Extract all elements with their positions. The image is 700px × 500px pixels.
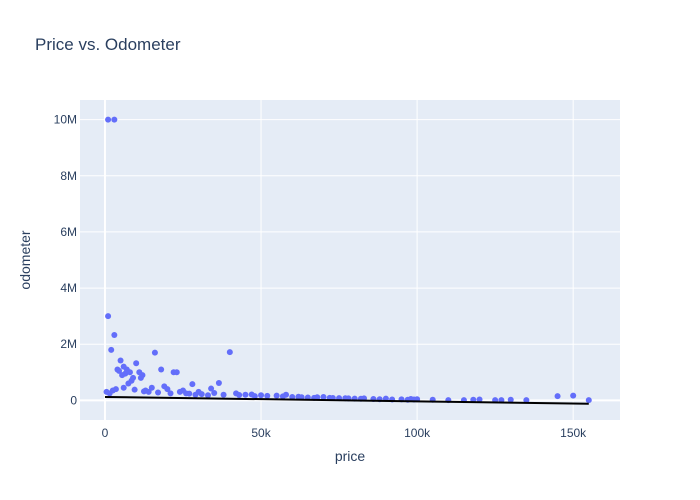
chart-title: Price vs. Odometer [35,35,181,54]
data-point [105,116,112,123]
x-tick-label: 100k [404,426,431,440]
y-axis-title: odometer [17,230,33,289]
x-tick-label: 150k [560,426,587,440]
data-point [133,360,140,367]
data-point [148,384,155,391]
data-point [105,313,112,320]
data-point [192,391,199,398]
data-point [111,331,118,338]
y-tick-label: 10M [54,113,77,127]
data-point [112,386,119,393]
data-point [186,390,193,397]
data-point [176,388,183,395]
data-point [140,388,147,395]
data-point [167,390,174,397]
data-point [507,396,514,403]
data-point [128,377,135,384]
data-point [204,392,211,399]
data-point [122,370,129,377]
data-point [242,391,249,398]
data-point [155,389,162,396]
data-point [476,396,483,403]
data-point [248,391,255,398]
data-point [220,391,227,398]
x-axis-title: price [335,448,366,464]
grid-lines [80,100,620,420]
data-point [173,369,180,376]
data-point [164,386,171,393]
data-point [116,367,123,374]
data-point [320,393,327,400]
data-point [289,393,296,400]
data-point [158,366,165,373]
data-point [236,392,243,399]
data-point [117,357,124,364]
x-tick-label: 0 [102,426,109,440]
y-tick-label: 6M [60,225,77,239]
y-tick-label: 2M [60,337,77,351]
data-point [151,349,158,356]
data-point [258,392,265,399]
data-point [264,392,271,399]
plot-area [80,100,620,420]
y-tick-label: 4M [60,281,77,295]
data-point [131,386,138,393]
data-point [279,393,286,400]
data-point [570,392,577,399]
data-point [523,397,530,404]
data-point [108,346,115,353]
data-point [120,384,127,391]
data-point [554,393,561,400]
data-point [126,369,133,376]
data-point [189,381,196,388]
trend-line-group [104,395,589,405]
y-tick-label: 8M [60,169,77,183]
data-point [208,385,215,392]
data-point [585,397,592,404]
data-point [137,374,144,381]
data-point [211,390,218,397]
data-point [273,392,280,399]
trend-line [104,395,589,405]
y-tick-label: 0 [70,393,77,407]
data-point [198,391,205,398]
data-point [111,116,118,123]
tick-labels: 0 50k 100k 150k 0 2M 4M 6M 8M 10M [54,113,588,440]
data-point [226,349,233,356]
x-tick-label: 50k [251,426,271,440]
data-point [215,379,222,386]
